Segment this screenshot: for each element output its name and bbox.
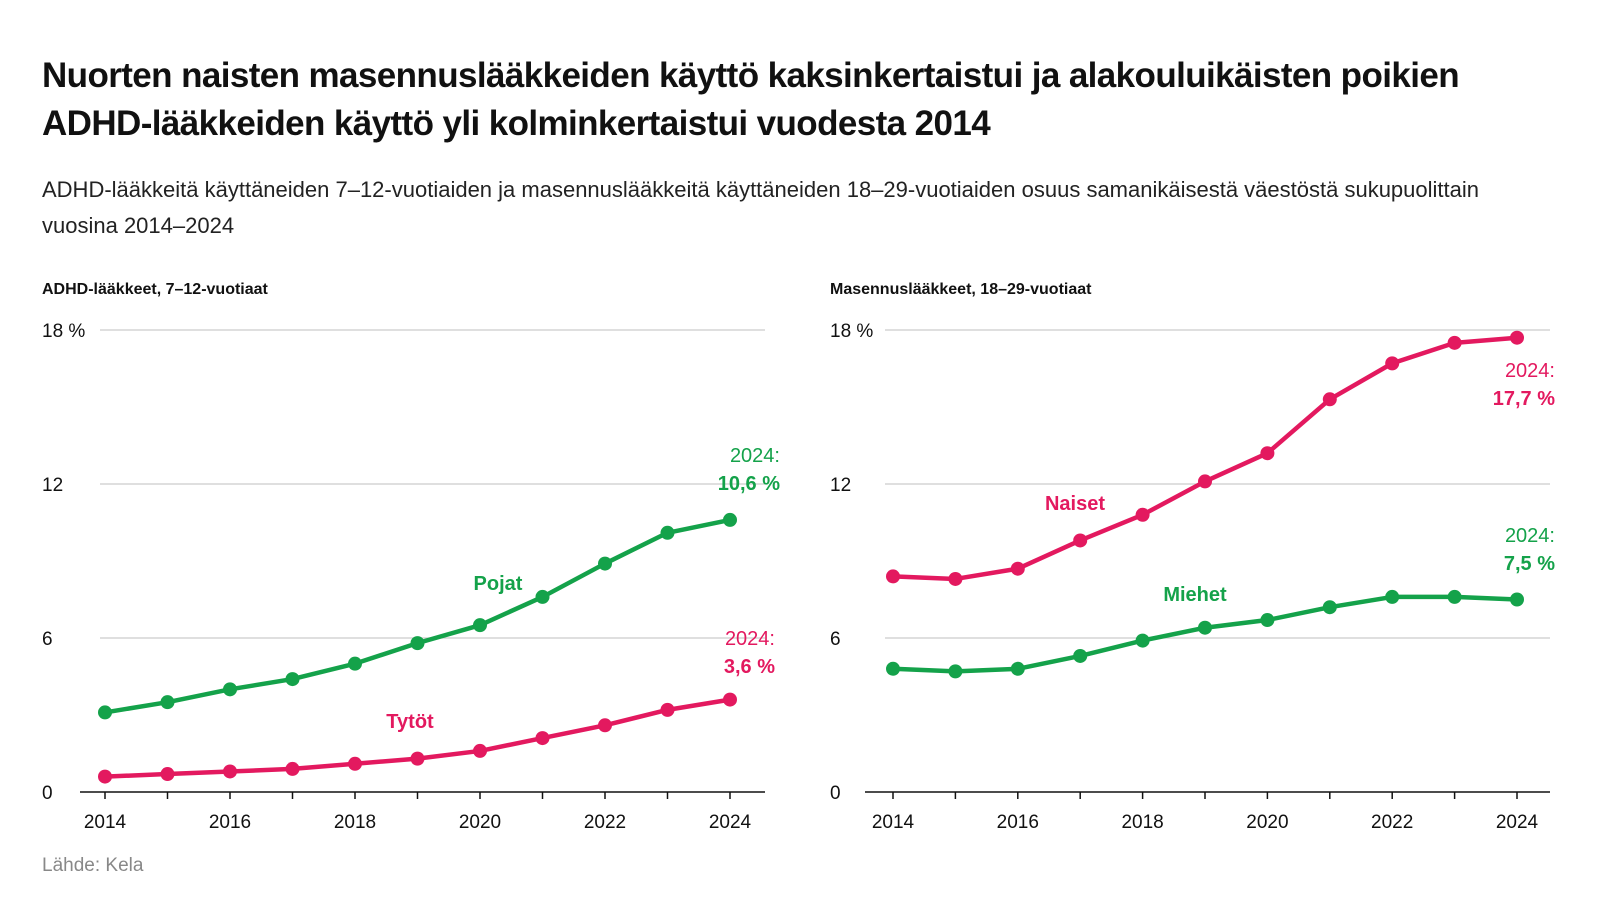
data-point — [1322, 600, 1337, 615]
data-point — [1385, 589, 1400, 604]
chart-panel-2: Masennuslääkkeet, 18–29-vuotiaat 0 6 12 18 %… — [830, 281, 1555, 833]
data-point — [598, 718, 612, 733]
x-tick-label: 2022 — [1371, 812, 1413, 833]
data-point — [948, 664, 963, 679]
y-tick-label: 12 — [42, 475, 63, 496]
end-label-year: 2024: — [1505, 525, 1555, 547]
data-point — [1385, 356, 1400, 371]
x-tick-label: 2024 — [709, 812, 752, 833]
series-line-pojat — [102, 517, 733, 715]
chart-title: Nuorten naisten masennuslääkkeiden käytt… — [42, 56, 1460, 143]
data-point — [1073, 648, 1088, 663]
series-name-label: Miehet — [1163, 584, 1227, 606]
y-tick-label: 6 — [42, 629, 53, 650]
series-name-label: Naiset — [1045, 493, 1105, 515]
data-point — [723, 512, 737, 527]
data-point — [98, 705, 112, 720]
data-point — [598, 556, 612, 571]
x-tick-label: 2014 — [84, 812, 127, 833]
source-note: Lähde: Kela — [42, 855, 144, 876]
data-point — [535, 589, 550, 604]
data-point — [1447, 335, 1462, 350]
data-point — [160, 767, 175, 782]
data-point — [473, 743, 487, 758]
end-label-year: 2024: — [730, 445, 780, 467]
data-point — [1010, 661, 1025, 676]
data-point — [1447, 589, 1462, 604]
data-point — [660, 702, 675, 717]
data-point — [1135, 507, 1150, 522]
data-point — [410, 636, 425, 651]
data-point — [886, 661, 900, 676]
data-point — [1198, 620, 1212, 635]
y-tick-label: 12 — [830, 475, 851, 496]
data-point — [1198, 474, 1212, 489]
data-point — [223, 682, 237, 697]
data-point — [535, 731, 550, 746]
end-label-value: 17,7 % — [1493, 388, 1555, 410]
y-tick-label: 6 — [830, 629, 841, 650]
x-tick-label: 2020 — [1246, 812, 1288, 833]
data-point — [723, 692, 737, 707]
chart-subtitle: ADHD-lääkkeitä käyttäneiden 7–12-vuotiai… — [42, 177, 1479, 238]
x-tick-label: 2018 — [1121, 812, 1163, 833]
data-point — [285, 761, 300, 776]
end-label-value: 3,6 % — [724, 656, 775, 678]
data-point — [410, 751, 425, 766]
y-tick-label: 0 — [830, 783, 841, 804]
x-tick-label: 2016 — [209, 812, 251, 833]
chart-panel-1: ADHD-lääkkeet, 7–12-vuotiaat 0 6 12 18 % 2014… — [42, 281, 780, 833]
y-tick-label: 0 — [42, 783, 53, 804]
data-point — [1010, 561, 1025, 576]
x-tick-label: 2022 — [584, 812, 626, 833]
data-point — [160, 695, 175, 710]
panel-title: Masennuslääkkeet, 18–29-vuotiaat — [830, 281, 1092, 298]
data-point — [1260, 613, 1275, 628]
data-point — [285, 672, 300, 687]
x-tick-label: 2024 — [1496, 812, 1539, 833]
series-name-label: Tytöt — [386, 711, 434, 733]
x-tick-label: 2014 — [872, 812, 915, 833]
data-point — [886, 569, 900, 584]
data-point — [98, 769, 112, 784]
data-point — [1322, 392, 1337, 407]
end-label-value: 10,6 % — [718, 473, 780, 495]
x-tick-label: 2020 — [459, 812, 501, 833]
data-point — [348, 656, 362, 671]
end-label-year: 2024: — [1505, 360, 1555, 382]
end-label-year: 2024: — [725, 628, 775, 650]
panel-title: ADHD-lääkkeet, 7–12-vuotiaat — [42, 281, 269, 298]
data-point — [348, 756, 362, 771]
series-line-naiset — [890, 335, 1520, 582]
y-tick-label: 18 % — [830, 321, 873, 342]
data-point — [660, 525, 675, 540]
data-point — [1510, 592, 1524, 607]
data-point — [223, 764, 237, 779]
data-point — [1510, 330, 1524, 345]
data-point — [1135, 633, 1150, 648]
data-point — [1073, 533, 1088, 548]
x-tick-label: 2018 — [334, 812, 376, 833]
end-label-value: 7,5 % — [1504, 553, 1555, 575]
data-point — [473, 618, 487, 633]
series-name-label: Pojat — [474, 573, 523, 595]
data-point — [948, 571, 963, 586]
data-point — [1260, 446, 1275, 461]
x-tick-label: 2016 — [997, 812, 1039, 833]
y-tick-label: 18 % — [42, 321, 85, 342]
